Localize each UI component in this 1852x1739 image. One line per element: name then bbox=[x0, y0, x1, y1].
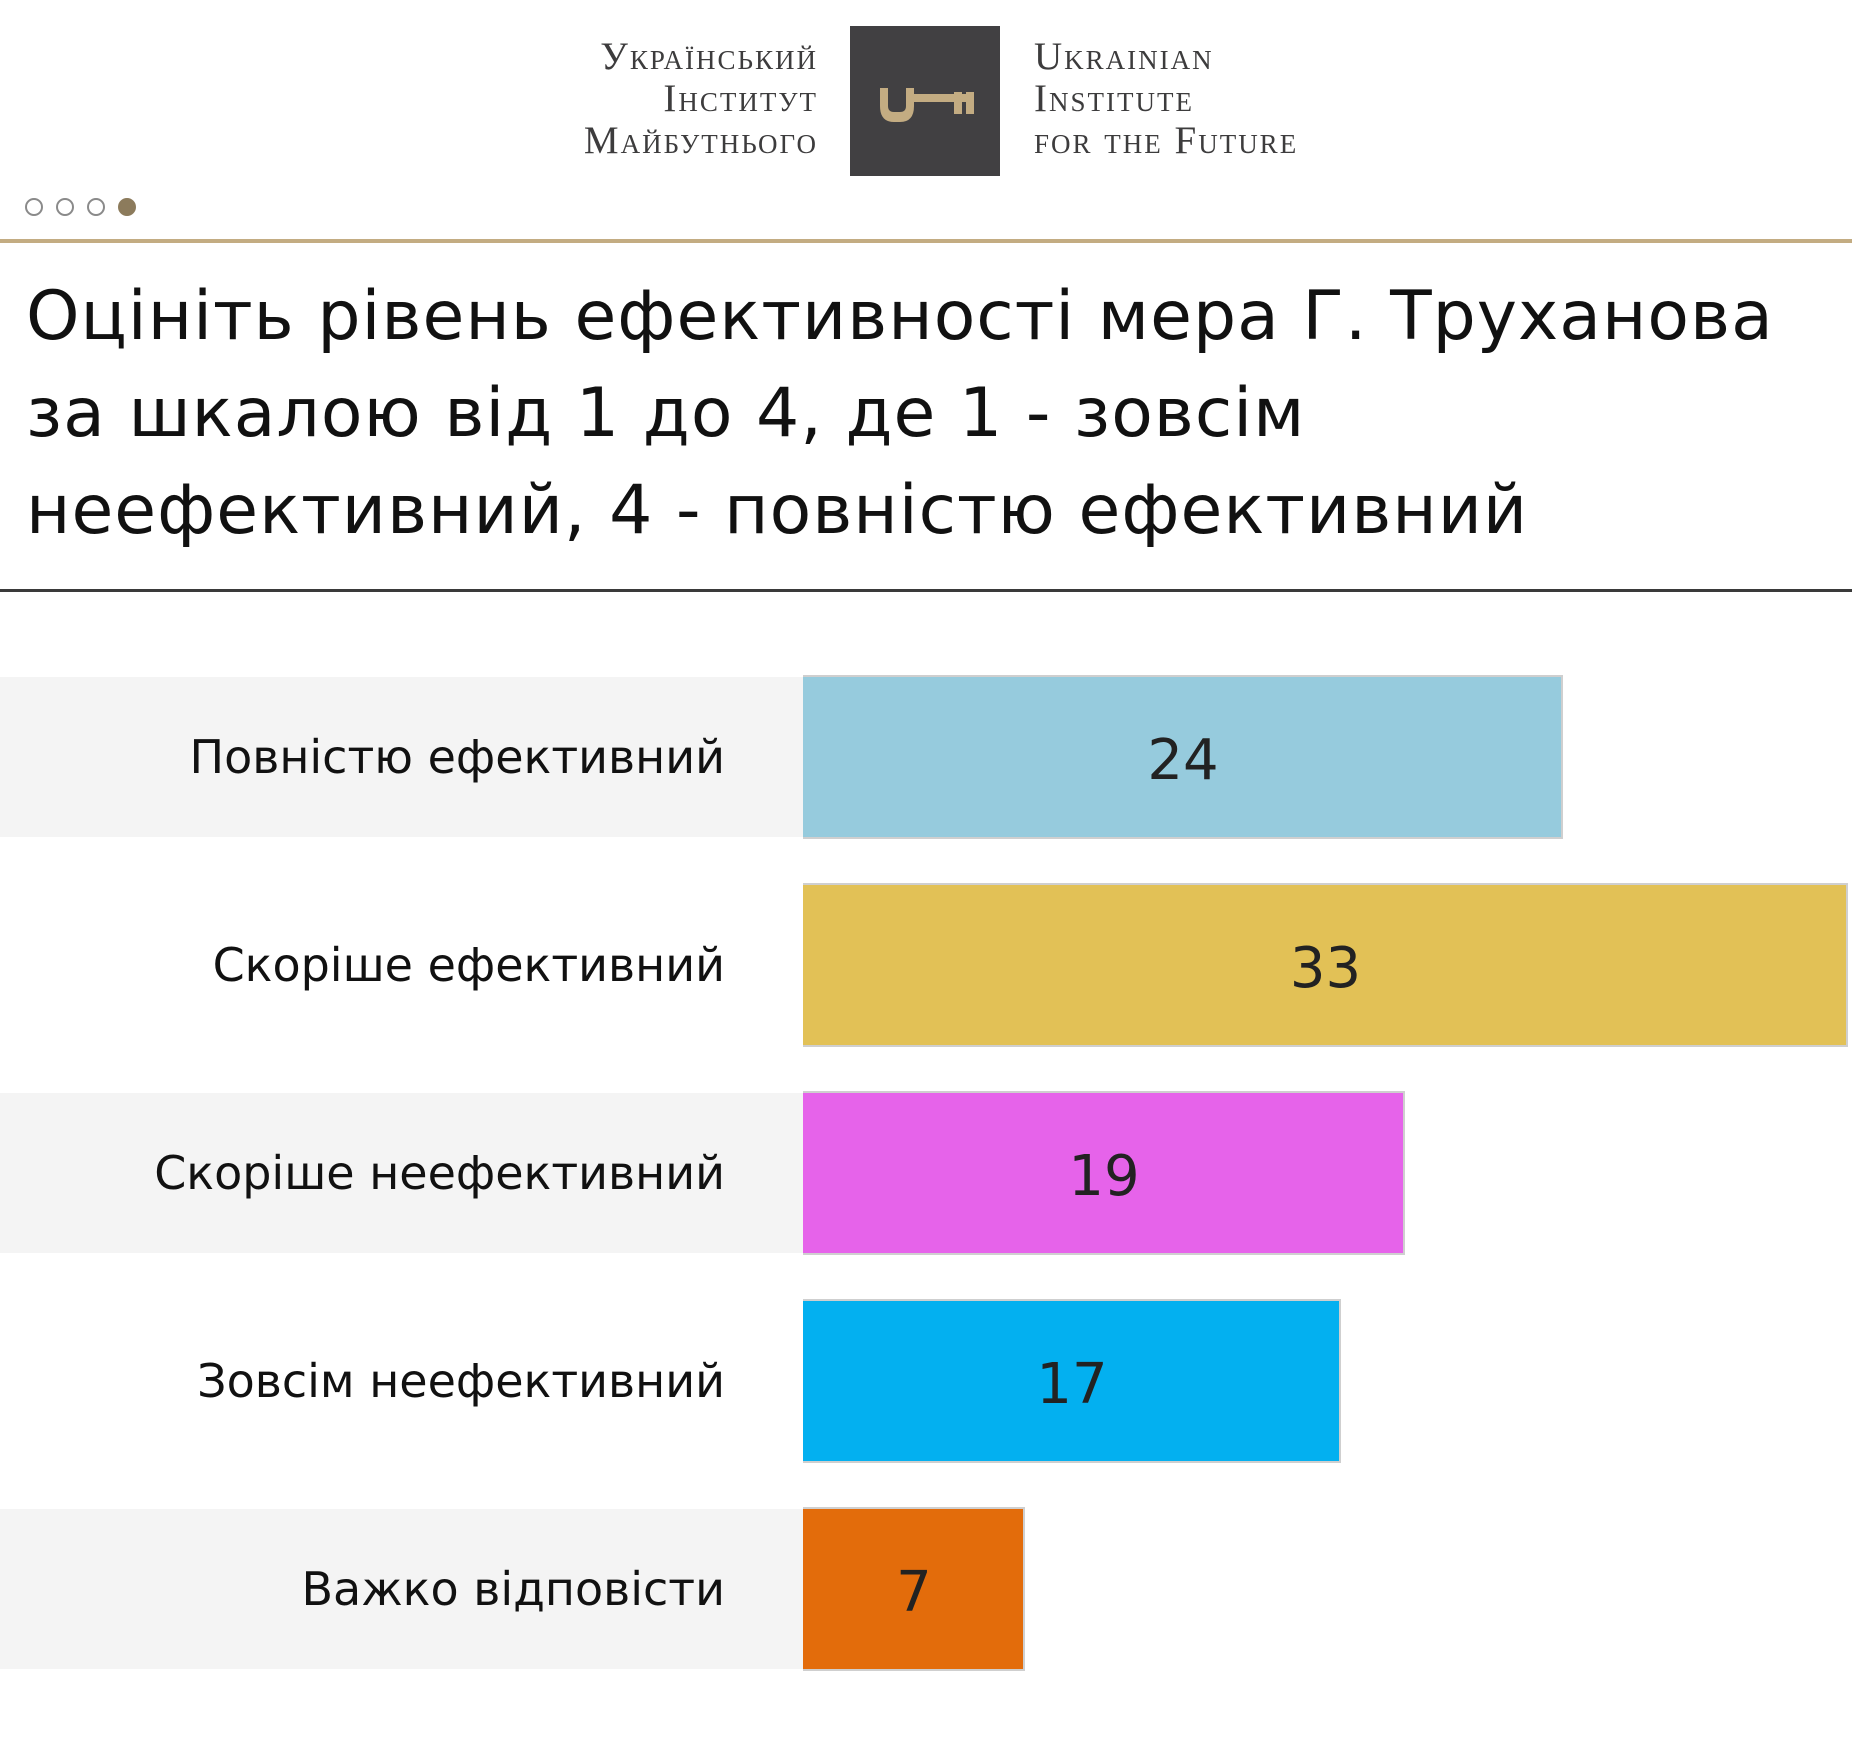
pager-dot-active[interactable] bbox=[118, 198, 136, 216]
logo-box bbox=[850, 26, 1000, 176]
key-shape bbox=[880, 88, 974, 122]
chart-title: Оцініть рівень ефективності мера Г. Трух… bbox=[26, 277, 1774, 550]
category-label: Повністю ефективний bbox=[189, 730, 725, 784]
category-label: Скоріше неефективний bbox=[154, 1146, 725, 1200]
logo-ua-line: Інститут bbox=[663, 77, 818, 120]
key-icon bbox=[880, 88, 974, 122]
logo-ua-line: Український bbox=[600, 35, 818, 78]
logo-en-line: for the Future bbox=[1034, 119, 1299, 162]
logo-ua-line: Майбутнього bbox=[583, 119, 818, 162]
header-divider bbox=[0, 239, 1852, 243]
bar bbox=[803, 677, 1561, 837]
bar-value-label: 24 bbox=[1147, 728, 1218, 793]
bar-value-label: 17 bbox=[1036, 1352, 1107, 1417]
category-label: Скоріше ефективний bbox=[213, 938, 725, 992]
logo-en-line: Institute bbox=[1034, 77, 1194, 120]
bar-value-label: 7 bbox=[896, 1560, 932, 1625]
bar-value-label: 33 bbox=[1290, 936, 1361, 1001]
pager-dot[interactable] bbox=[25, 198, 43, 216]
row-band bbox=[0, 1509, 803, 1669]
bar bbox=[803, 1093, 1403, 1253]
logo-en-line: Ukrainian bbox=[1034, 35, 1214, 78]
bar-chart: Повністю ефективний 24 Скоріше ефективний 3… bbox=[0, 675, 1848, 1671]
pager-dot[interactable] bbox=[56, 198, 74, 216]
category-label: Зовсім неефективний bbox=[197, 1354, 725, 1408]
bar-value-label: 19 bbox=[1068, 1144, 1139, 1209]
bar bbox=[803, 885, 1846, 1045]
row-band bbox=[0, 677, 803, 837]
pager-dot[interactable] bbox=[87, 198, 105, 216]
bar bbox=[803, 1301, 1339, 1461]
bar bbox=[803, 1509, 1023, 1669]
title-divider bbox=[0, 589, 1852, 592]
row-band bbox=[0, 1093, 803, 1253]
logo-ukrainian-text: Український Інститут Майбутнього bbox=[584, 36, 818, 162]
category-label: Важко відповісти bbox=[301, 1562, 725, 1616]
logo-english-text: Ukrainian Institute for the Future bbox=[1034, 36, 1298, 162]
